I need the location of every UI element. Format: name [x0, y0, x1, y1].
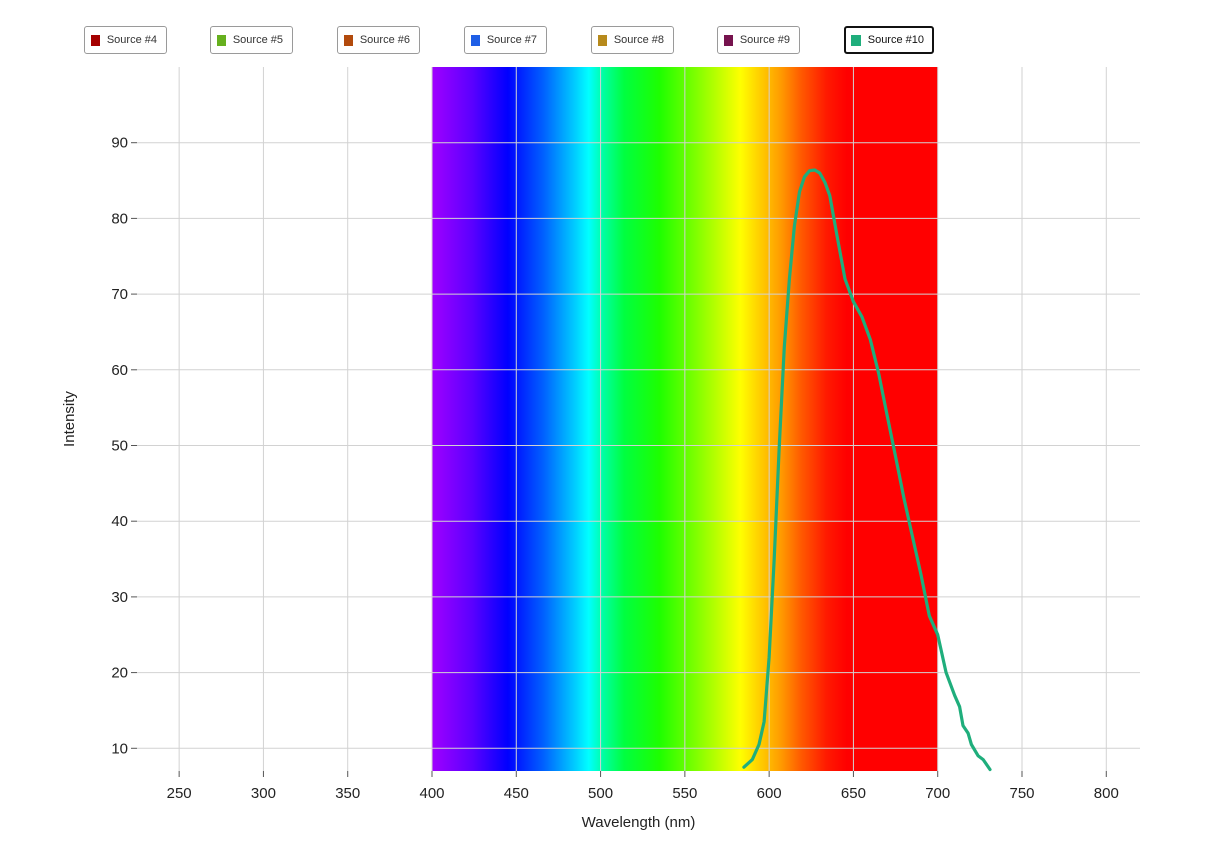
x-tick-label: 550: [672, 785, 697, 802]
legend-source-button[interactable]: Source #6: [337, 26, 420, 54]
legend-source-button[interactable]: Source #4: [84, 26, 167, 54]
x-tick-label: 300: [251, 785, 276, 802]
legend-source-button[interactable]: Source #10: [844, 26, 934, 54]
x-tick-label: 250: [167, 785, 192, 802]
legend-swatch: [217, 34, 226, 46]
legend-label: Source #7: [486, 34, 537, 46]
x-axis-title: Wavelength (nm): [582, 814, 696, 831]
y-tick-label: 10: [111, 740, 128, 757]
legend-swatch: [851, 34, 861, 46]
series-layer: [742, 168, 992, 772]
legend-swatch: [344, 34, 353, 46]
legend-label: Source #6: [359, 34, 410, 46]
legend-label: Source #10: [867, 34, 924, 46]
y-tick-label: 30: [111, 589, 128, 606]
series-line: [742, 168, 992, 772]
x-tick-label: 750: [1009, 785, 1034, 802]
legend-label: Source #8: [613, 34, 664, 46]
x-tick-label: 500: [588, 785, 613, 802]
legend-source-button[interactable]: Source #7: [464, 26, 547, 54]
x-tick-label: 650: [841, 785, 866, 802]
y-axis-title: Intensity: [61, 391, 78, 447]
legend-label: Source #5: [232, 34, 283, 46]
x-tick-label: 400: [419, 785, 444, 802]
legend-source-button[interactable]: Source #8: [591, 26, 674, 54]
series-legend: Source #4 Source #5 Source #6 Source #7 Sour…: [0, 0, 1228, 60]
legend-source-button[interactable]: Source #9: [717, 26, 800, 54]
y-tick-label: 90: [111, 135, 128, 152]
legend-swatch: [724, 34, 733, 46]
legend-swatch: [91, 34, 100, 46]
x-tick-label: 800: [1094, 785, 1119, 802]
legend-source-button[interactable]: Source #5: [210, 26, 293, 54]
x-tick-label: 700: [925, 785, 950, 802]
x-tick-label: 350: [335, 785, 360, 802]
y-tick-label: 40: [111, 513, 128, 530]
legend-swatch: [471, 34, 480, 46]
x-tick-label: 450: [504, 785, 529, 802]
y-tick-label: 80: [111, 210, 128, 227]
legend-label: Source #9: [739, 34, 790, 46]
y-tick-label: 60: [111, 362, 128, 379]
x-tick-label: 600: [757, 785, 782, 802]
y-tick-label: 50: [111, 437, 128, 454]
legend-swatch: [598, 34, 607, 46]
y-axis: 10 20 30 40 50 60 70 80 90: [111, 135, 137, 757]
legend-label: Source #4: [106, 34, 157, 46]
x-axis: 250 300 350 400 450 500 550 600 650 700 750 800: [167, 771, 1119, 802]
y-tick-label: 20: [111, 665, 128, 682]
y-tick-label: 70: [111, 286, 128, 303]
